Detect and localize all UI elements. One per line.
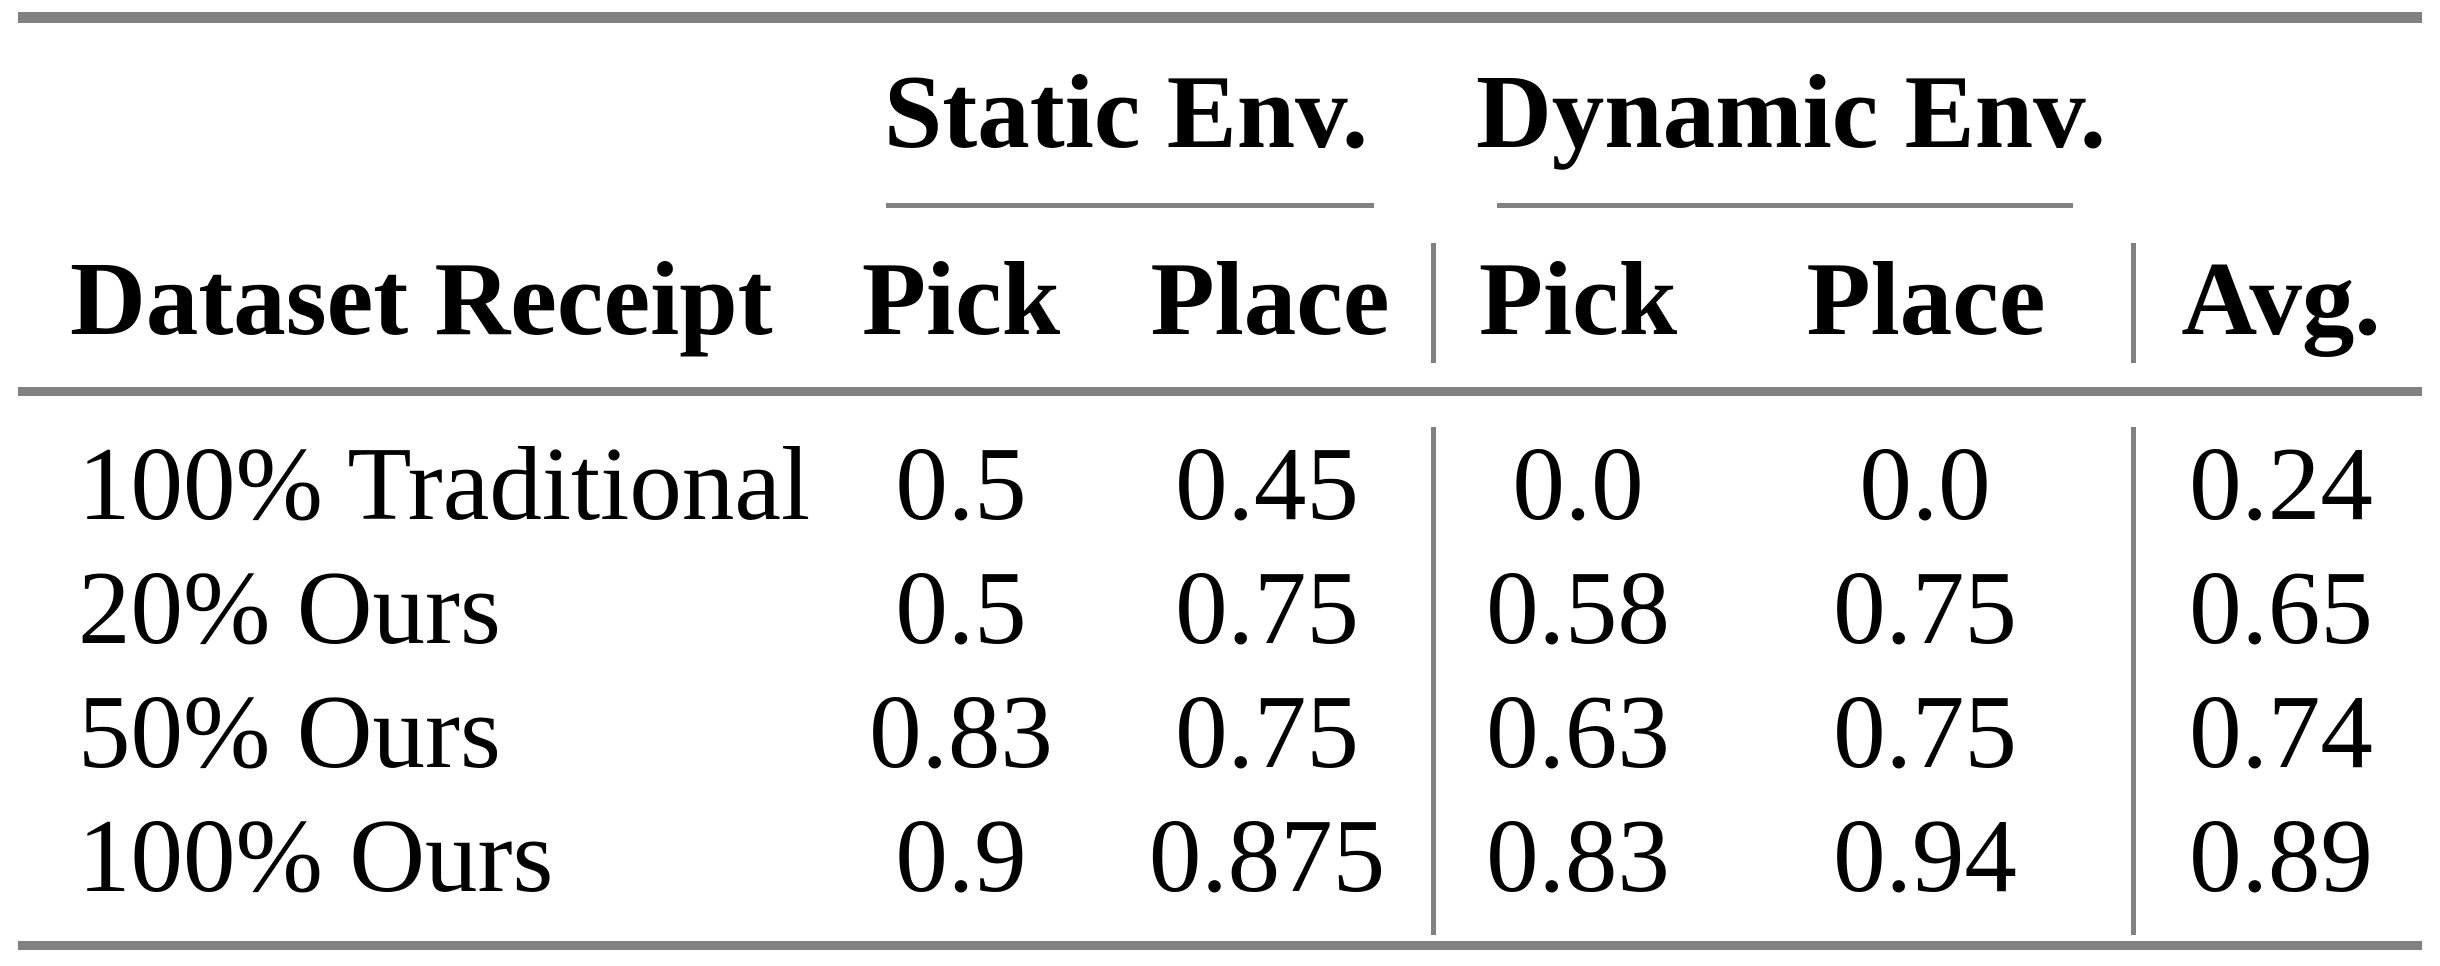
row-label: 100% Ours bbox=[78, 797, 554, 914]
cell-avg: 0.65 bbox=[2189, 549, 2373, 666]
cell-static-pick: 0.5 bbox=[895, 425, 1027, 542]
cell-dynamic-pick: 0.0 bbox=[1512, 425, 1644, 542]
cell-static-pick: 0.83 bbox=[869, 673, 1053, 790]
cell-static-place: 0.75 bbox=[1175, 673, 1359, 790]
vertical-separator-1-body bbox=[1431, 427, 1436, 935]
vertical-separator-1-header bbox=[1431, 243, 1436, 363]
row-label: 20% Ours bbox=[78, 549, 501, 666]
cell-dynamic-pick: 0.63 bbox=[1486, 673, 1670, 790]
cell-static-pick: 0.5 bbox=[895, 549, 1027, 666]
group-header-static-env: Static Env. bbox=[883, 53, 1369, 170]
cell-dynamic-place: 0.0 bbox=[1859, 425, 1991, 542]
column-header-static-place: Place bbox=[1150, 240, 1390, 357]
dynamic-env-underline bbox=[1497, 203, 2073, 208]
cell-static-pick: 0.9 bbox=[895, 797, 1027, 914]
cell-dynamic-pick: 0.83 bbox=[1486, 797, 1670, 914]
static-env-underline bbox=[886, 203, 1374, 208]
cell-dynamic-place: 0.75 bbox=[1833, 549, 2017, 666]
group-header-dynamic-env: Dynamic Env. bbox=[1475, 53, 2107, 170]
cell-dynamic-pick: 0.58 bbox=[1486, 549, 1670, 666]
cell-avg: 0.24 bbox=[2189, 425, 2373, 542]
vertical-separator-2-body bbox=[2131, 427, 2136, 935]
column-header-static-pick: Pick bbox=[861, 240, 1061, 357]
cell-static-place: 0.45 bbox=[1175, 425, 1359, 542]
row-label: 100% Traditional bbox=[78, 425, 811, 542]
cell-avg: 0.89 bbox=[2189, 797, 2373, 914]
header-mid-rule bbox=[18, 387, 2422, 396]
cell-dynamic-place: 0.94 bbox=[1833, 797, 2017, 914]
row-label: 50% Ours bbox=[78, 673, 501, 790]
column-header-avg: Avg. bbox=[2181, 240, 2381, 357]
cell-avg: 0.74 bbox=[2189, 673, 2373, 790]
column-header-dynamic-pick: Pick bbox=[1478, 240, 1678, 357]
cell-static-place: 0.75 bbox=[1175, 549, 1359, 666]
bottom-rule bbox=[18, 941, 2422, 950]
column-header-dataset-receipt: Dataset Receipt bbox=[70, 240, 773, 357]
column-header-dynamic-place: Place bbox=[1806, 240, 2046, 357]
cell-static-place: 0.875 bbox=[1148, 797, 1386, 914]
vertical-separator-2-header bbox=[2131, 243, 2136, 363]
top-rule bbox=[18, 12, 2422, 23]
cell-dynamic-place: 0.75 bbox=[1833, 673, 2017, 790]
